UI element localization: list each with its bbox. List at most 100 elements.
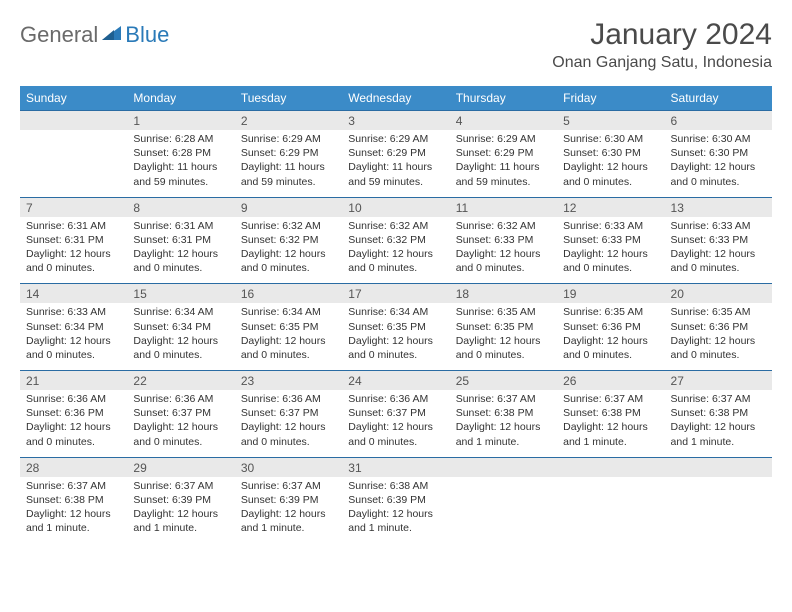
daynum: 14 bbox=[20, 284, 127, 304]
daylight2: and 0 minutes. bbox=[133, 348, 228, 362]
sunset: Sunset: 6:29 PM bbox=[456, 146, 551, 160]
week-2-nums: 78910111213 bbox=[20, 197, 772, 217]
sunset: Sunset: 6:36 PM bbox=[26, 406, 121, 420]
daylight2: and 0 minutes. bbox=[348, 435, 443, 449]
day-cell: Sunrise: 6:37 AMSunset: 6:39 PMDaylight:… bbox=[127, 477, 234, 544]
daylight2: and 0 minutes. bbox=[563, 348, 658, 362]
week-5-details: Sunrise: 6:37 AMSunset: 6:38 PMDaylight:… bbox=[20, 477, 772, 544]
daynum: 29 bbox=[127, 457, 234, 477]
sunrise: Sunrise: 6:35 AM bbox=[563, 305, 658, 319]
daylight1: Daylight: 12 hours bbox=[133, 507, 228, 521]
daylight1: Daylight: 12 hours bbox=[456, 420, 551, 434]
daylight1: Daylight: 12 hours bbox=[241, 334, 336, 348]
sunrise: Sunrise: 6:36 AM bbox=[348, 392, 443, 406]
daylight2: and 59 minutes. bbox=[133, 175, 228, 189]
daylight1: Daylight: 12 hours bbox=[26, 334, 121, 348]
sunset: Sunset: 6:31 PM bbox=[26, 233, 121, 247]
sunrise: Sunrise: 6:36 AM bbox=[133, 392, 228, 406]
sunrise: Sunrise: 6:30 AM bbox=[563, 132, 658, 146]
calendar-table: Sunday Monday Tuesday Wednesday Thursday… bbox=[20, 86, 772, 543]
daynum: 30 bbox=[235, 457, 342, 477]
daynum: 6 bbox=[665, 111, 772, 131]
daylight2: and 1 minute. bbox=[26, 521, 121, 535]
daynum: 21 bbox=[20, 371, 127, 391]
week-1-nums: 1 2 3 4 5 6 bbox=[20, 111, 772, 131]
logo: General Blue bbox=[20, 18, 169, 48]
location: Onan Ganjang Satu, Indonesia bbox=[552, 54, 772, 72]
dow-wednesday: Wednesday bbox=[342, 86, 449, 111]
sunset: Sunset: 6:37 PM bbox=[241, 406, 336, 420]
daylight2: and 0 minutes. bbox=[348, 348, 443, 362]
sunset: Sunset: 6:38 PM bbox=[671, 406, 766, 420]
daylight2: and 1 minute. bbox=[241, 521, 336, 535]
sunrise: Sunrise: 6:38 AM bbox=[348, 479, 443, 493]
dow-saturday: Saturday bbox=[665, 86, 772, 111]
daylight2: and 0 minutes. bbox=[241, 261, 336, 275]
daylight2: and 0 minutes. bbox=[456, 261, 551, 275]
daylight2: and 0 minutes. bbox=[563, 261, 658, 275]
sunrise: Sunrise: 6:30 AM bbox=[671, 132, 766, 146]
sunset: Sunset: 6:38 PM bbox=[563, 406, 658, 420]
day-cell: Sunrise: 6:29 AMSunset: 6:29 PMDaylight:… bbox=[342, 130, 449, 197]
sunrise: Sunrise: 6:28 AM bbox=[133, 132, 228, 146]
daynum: 16 bbox=[235, 284, 342, 304]
daylight2: and 0 minutes. bbox=[133, 435, 228, 449]
sunset: Sunset: 6:33 PM bbox=[671, 233, 766, 247]
daylight1: Daylight: 12 hours bbox=[241, 247, 336, 261]
day-cell: Sunrise: 6:30 AMSunset: 6:30 PMDaylight:… bbox=[557, 130, 664, 197]
header: General Blue January 2024 Onan Ganjang S… bbox=[20, 18, 772, 72]
daylight1: Daylight: 12 hours bbox=[348, 507, 443, 521]
daylight1: Daylight: 11 hours bbox=[241, 160, 336, 174]
daylight1: Daylight: 11 hours bbox=[456, 160, 551, 174]
daylight2: and 0 minutes. bbox=[241, 348, 336, 362]
day-cell bbox=[20, 130, 127, 197]
day-cell: Sunrise: 6:31 AMSunset: 6:31 PMDaylight:… bbox=[20, 217, 127, 284]
sunrise: Sunrise: 6:32 AM bbox=[241, 219, 336, 233]
day-cell: Sunrise: 6:33 AMSunset: 6:33 PMDaylight:… bbox=[557, 217, 664, 284]
day-cell: Sunrise: 6:28 AMSunset: 6:28 PMDaylight:… bbox=[127, 130, 234, 197]
sunset: Sunset: 6:38 PM bbox=[456, 406, 551, 420]
daynum bbox=[20, 111, 127, 131]
daylight2: and 0 minutes. bbox=[26, 435, 121, 449]
daynum: 19 bbox=[557, 284, 664, 304]
daylight2: and 0 minutes. bbox=[241, 435, 336, 449]
week-3-nums: 14151617181920 bbox=[20, 284, 772, 304]
daynum bbox=[557, 457, 664, 477]
day-cell: Sunrise: 6:35 AMSunset: 6:36 PMDaylight:… bbox=[665, 303, 772, 370]
day-cell: Sunrise: 6:30 AMSunset: 6:30 PMDaylight:… bbox=[665, 130, 772, 197]
daylight1: Daylight: 12 hours bbox=[671, 247, 766, 261]
logo-sail-icon bbox=[101, 24, 123, 47]
daynum: 1 bbox=[127, 111, 234, 131]
daynum: 13 bbox=[665, 197, 772, 217]
daylight2: and 1 minute. bbox=[133, 521, 228, 535]
sunrise: Sunrise: 6:36 AM bbox=[241, 392, 336, 406]
daylight1: Daylight: 12 hours bbox=[563, 247, 658, 261]
daynum: 10 bbox=[342, 197, 449, 217]
day-cell: Sunrise: 6:36 AMSunset: 6:37 PMDaylight:… bbox=[127, 390, 234, 457]
day-cell: Sunrise: 6:31 AMSunset: 6:31 PMDaylight:… bbox=[127, 217, 234, 284]
daylight2: and 1 minute. bbox=[456, 435, 551, 449]
daynum: 8 bbox=[127, 197, 234, 217]
week-5-nums: 28293031 bbox=[20, 457, 772, 477]
daylight2: and 0 minutes. bbox=[26, 348, 121, 362]
day-cell: Sunrise: 6:36 AMSunset: 6:37 PMDaylight:… bbox=[342, 390, 449, 457]
day-cell: Sunrise: 6:35 AMSunset: 6:35 PMDaylight:… bbox=[450, 303, 557, 370]
week-2-details: Sunrise: 6:31 AM Sunset: 6:31 PM Daylight:… bbox=[20, 217, 772, 284]
sunset: Sunset: 6:29 PM bbox=[348, 146, 443, 160]
daylight2: and 59 minutes. bbox=[241, 175, 336, 189]
daynum: 11 bbox=[450, 197, 557, 217]
day-cell: Sunrise: 6:34 AMSunset: 6:35 PMDaylight:… bbox=[342, 303, 449, 370]
daynum: 24 bbox=[342, 371, 449, 391]
sunrise: Sunrise: 6:37 AM bbox=[26, 479, 121, 493]
daynum: 4 bbox=[450, 111, 557, 131]
sunrise: Sunrise: 6:36 AM bbox=[26, 392, 121, 406]
day-cell bbox=[450, 477, 557, 544]
daylight2: and 0 minutes. bbox=[26, 261, 121, 275]
sunrise: Sunrise: 6:31 AM bbox=[133, 219, 228, 233]
sunrise: Sunrise: 6:34 AM bbox=[241, 305, 336, 319]
logo-text-general: General bbox=[20, 22, 98, 48]
daylight2: and 1 minute. bbox=[563, 435, 658, 449]
daylight2: and 0 minutes. bbox=[348, 261, 443, 275]
daynum: 25 bbox=[450, 371, 557, 391]
sunrise: Sunrise: 6:37 AM bbox=[133, 479, 228, 493]
